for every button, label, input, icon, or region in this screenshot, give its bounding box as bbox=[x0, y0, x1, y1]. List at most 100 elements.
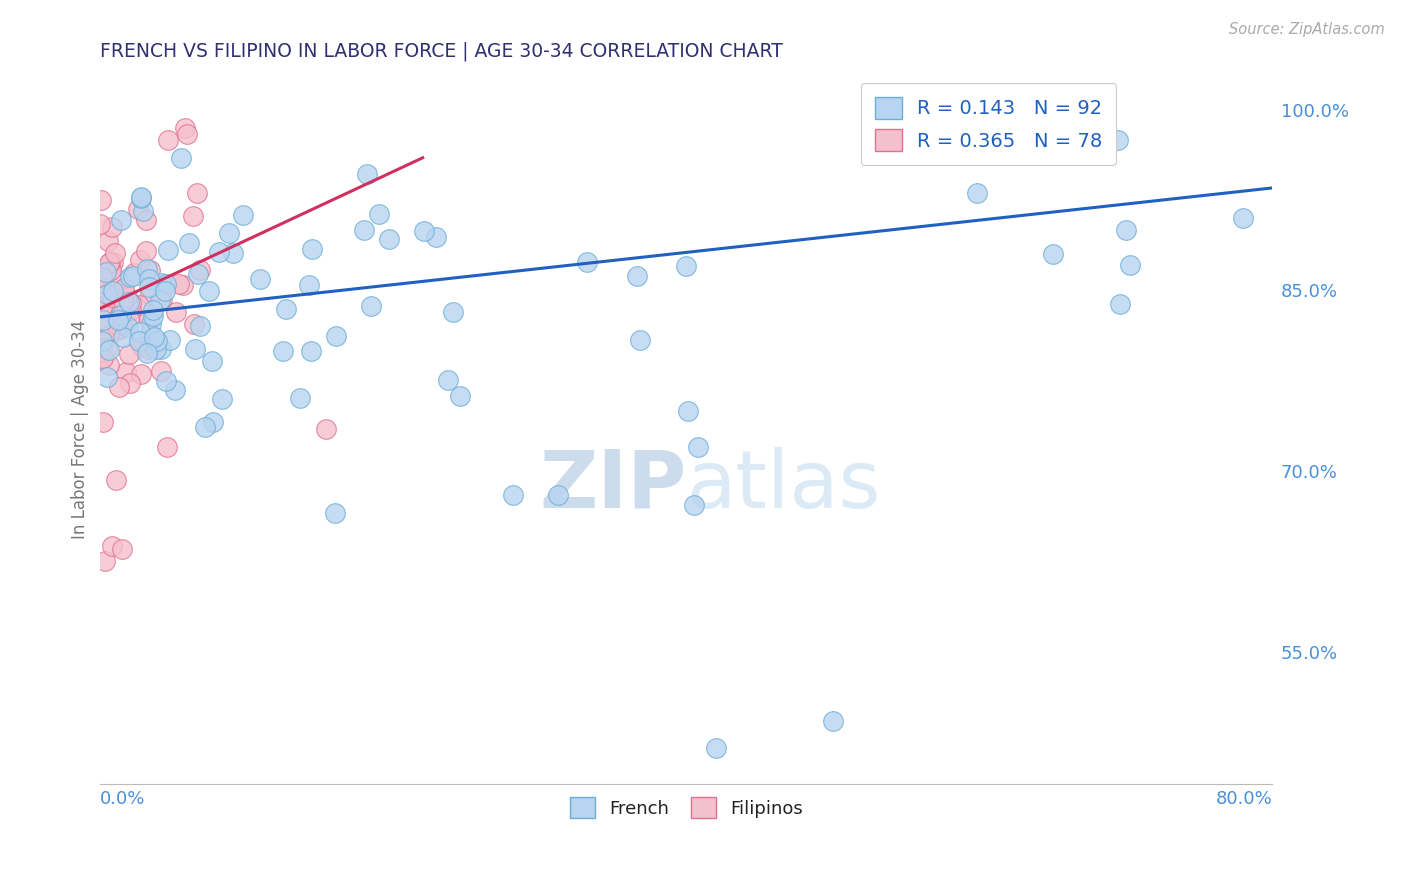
Point bbox=[136, 345, 159, 359]
Point bbox=[139, 326, 162, 340]
Point bbox=[114, 365, 136, 379]
Point bbox=[142, 309, 165, 323]
Point bbox=[131, 340, 153, 354]
Point bbox=[188, 318, 211, 333]
Point bbox=[150, 364, 173, 378]
Point bbox=[129, 192, 152, 206]
Point bbox=[136, 262, 159, 277]
Point bbox=[156, 440, 179, 454]
Point bbox=[111, 317, 134, 331]
Point bbox=[249, 272, 271, 286]
Point bbox=[105, 473, 128, 487]
Point bbox=[110, 213, 132, 227]
Point bbox=[118, 312, 141, 326]
Point bbox=[138, 342, 160, 356]
Point bbox=[103, 254, 125, 268]
Point bbox=[299, 343, 322, 358]
Point bbox=[186, 186, 208, 200]
Point bbox=[1115, 223, 1137, 237]
Point bbox=[101, 539, 124, 553]
Point bbox=[115, 289, 138, 303]
Point bbox=[288, 391, 311, 405]
Point bbox=[96, 341, 118, 355]
Point bbox=[122, 266, 145, 280]
Point bbox=[138, 262, 160, 277]
Text: Source: ZipAtlas.com: Source: ZipAtlas.com bbox=[1229, 22, 1385, 37]
Point bbox=[129, 368, 152, 382]
Point bbox=[368, 207, 391, 221]
Point bbox=[155, 277, 177, 291]
Point bbox=[138, 280, 160, 294]
Point bbox=[98, 304, 121, 318]
Point bbox=[93, 266, 115, 280]
Point bbox=[139, 317, 162, 331]
Point bbox=[129, 325, 152, 339]
Point bbox=[932, 103, 955, 117]
Point bbox=[1119, 258, 1142, 272]
Point bbox=[177, 236, 200, 251]
Point bbox=[157, 243, 180, 257]
Point bbox=[118, 347, 141, 361]
Point bbox=[96, 266, 118, 280]
Point bbox=[211, 392, 233, 406]
Point bbox=[96, 294, 118, 309]
Point bbox=[112, 293, 135, 308]
Point bbox=[112, 330, 135, 344]
Point bbox=[96, 370, 118, 384]
Point bbox=[117, 319, 139, 334]
Text: 0.0%: 0.0% bbox=[100, 790, 146, 808]
Point bbox=[90, 300, 112, 314]
Point bbox=[97, 343, 120, 358]
Point bbox=[118, 376, 141, 390]
Point bbox=[131, 203, 153, 218]
Point bbox=[93, 554, 115, 568]
Point bbox=[108, 322, 131, 336]
Text: ZIP: ZIP bbox=[538, 447, 686, 524]
Point bbox=[110, 309, 132, 323]
Point bbox=[138, 272, 160, 286]
Point bbox=[96, 287, 118, 301]
Point bbox=[112, 291, 135, 305]
Text: atlas: atlas bbox=[686, 447, 880, 524]
Point bbox=[1108, 297, 1130, 311]
Point bbox=[437, 373, 460, 387]
Point bbox=[97, 263, 120, 277]
Point bbox=[96, 265, 118, 279]
Point bbox=[704, 741, 727, 756]
Point bbox=[222, 246, 245, 260]
Point bbox=[107, 273, 129, 287]
Point bbox=[91, 351, 114, 365]
Point bbox=[128, 334, 150, 348]
Point bbox=[502, 488, 524, 502]
Point bbox=[90, 276, 112, 290]
Legend: French, Filipinos: French, Filipinos bbox=[562, 790, 810, 825]
Point bbox=[198, 284, 221, 298]
Point bbox=[176, 127, 198, 141]
Point bbox=[91, 313, 114, 327]
Point bbox=[821, 714, 844, 728]
Point bbox=[107, 318, 129, 333]
Point bbox=[188, 263, 211, 277]
Point bbox=[1107, 133, 1129, 147]
Point bbox=[172, 278, 194, 293]
Point bbox=[425, 229, 447, 244]
Point bbox=[925, 138, 948, 153]
Point bbox=[626, 268, 648, 283]
Point bbox=[107, 313, 129, 327]
Point bbox=[100, 262, 122, 277]
Text: FRENCH VS FILIPINO IN LABOR FORCE | AGE 30-34 CORRELATION CHART: FRENCH VS FILIPINO IN LABOR FORCE | AGE … bbox=[100, 42, 783, 62]
Point bbox=[91, 344, 114, 359]
Point bbox=[127, 202, 149, 217]
Point bbox=[122, 268, 145, 283]
Point bbox=[138, 311, 160, 326]
Point bbox=[325, 328, 347, 343]
Point bbox=[98, 254, 121, 268]
Point bbox=[103, 295, 125, 310]
Point bbox=[111, 286, 134, 301]
Point bbox=[301, 242, 323, 256]
Point bbox=[100, 289, 122, 303]
Point bbox=[449, 389, 471, 403]
Point bbox=[675, 259, 697, 273]
Point bbox=[208, 245, 231, 260]
Point bbox=[90, 334, 112, 348]
